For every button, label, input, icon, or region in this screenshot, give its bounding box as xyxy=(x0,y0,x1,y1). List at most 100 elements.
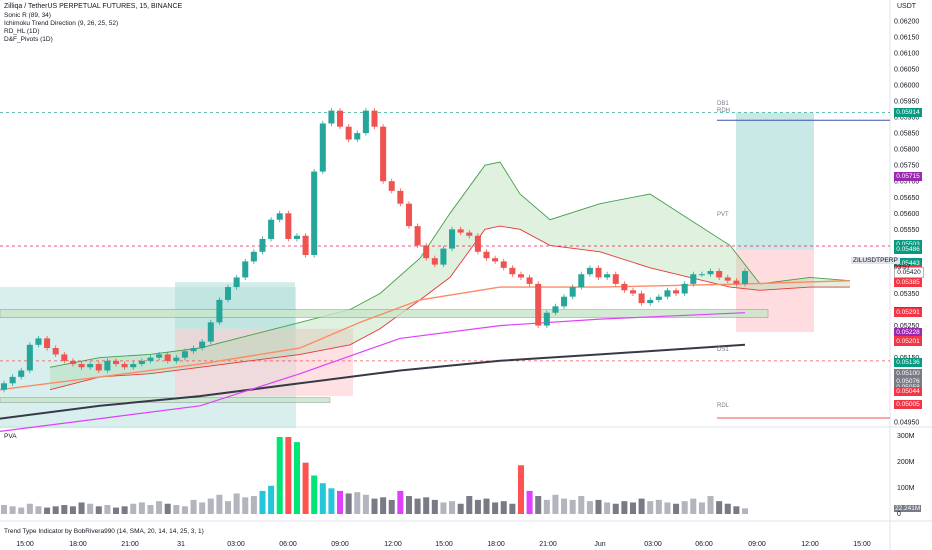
y-tick-label: 0.05250 xyxy=(894,323,919,330)
candle-body xyxy=(733,280,740,284)
volume-bar xyxy=(474,499,481,514)
level-pvt: PVT xyxy=(717,212,729,218)
price-badge: 0.05044 xyxy=(894,387,922,397)
moving-average-line xyxy=(0,280,851,391)
volume-panel-title[interactable]: PVA xyxy=(4,433,17,440)
volume-bar xyxy=(733,506,740,514)
volume-bar xyxy=(457,503,464,514)
y-tick-label: 0.06050 xyxy=(894,66,919,73)
indicator-ichimoku[interactable]: Ichimoku Trend Direction (9, 26, 25, 52) xyxy=(4,20,119,27)
volume-bar xyxy=(164,503,171,514)
candle-body xyxy=(233,277,240,288)
indicator-rd-hl[interactable]: RD_HL (1D) xyxy=(4,28,40,35)
volume-bar xyxy=(414,498,421,514)
candle-body xyxy=(95,364,102,371)
volume-bar xyxy=(569,499,576,514)
x-tick-label: 09:00 xyxy=(331,541,349,548)
candle-body xyxy=(724,277,731,281)
y-tick-label: 0.05350 xyxy=(894,291,919,298)
y-tick-label: 0.06200 xyxy=(894,18,919,25)
volume-bar xyxy=(561,498,568,514)
volume-bar xyxy=(681,501,688,514)
ichimoku-cloud xyxy=(50,162,850,390)
x-tick-label: 12:00 xyxy=(801,541,819,548)
volume-bar xyxy=(112,507,120,514)
volume-bar xyxy=(578,496,585,514)
volume-bar xyxy=(509,503,516,514)
volume-bar xyxy=(638,498,645,514)
volume-bar xyxy=(362,494,369,514)
moving-average-line xyxy=(0,312,746,432)
candle-body xyxy=(483,251,490,259)
volume-bar xyxy=(147,505,154,514)
candle-body xyxy=(543,312,550,326)
candle-body xyxy=(388,181,395,191)
x-tick-label: Jun xyxy=(594,541,605,548)
level-ds1: DS1 xyxy=(717,347,729,353)
trend-type-indicator[interactable]: Trend Type Indicator by BobRivera990 (14… xyxy=(4,528,204,535)
volume-bar xyxy=(156,501,163,514)
volume-bar xyxy=(466,496,473,514)
volume-bar xyxy=(517,465,524,514)
volume-bar xyxy=(380,497,387,514)
volume-bar xyxy=(716,501,723,514)
price-badge: 0.05100 xyxy=(894,369,922,379)
candle-body xyxy=(673,290,680,294)
volume-bar xyxy=(199,502,206,514)
volume-bar xyxy=(181,506,188,514)
volume-bar xyxy=(225,501,232,514)
indicator-df-pivots[interactable]: D&F_Pivots (1D) xyxy=(4,36,53,43)
volume-bar xyxy=(337,490,344,514)
price-badge: 0.05201 xyxy=(894,336,922,346)
volume-bar xyxy=(328,488,335,514)
candle-body xyxy=(655,296,662,300)
candle-body xyxy=(138,360,145,365)
volume-bar xyxy=(293,442,300,514)
volume-bar xyxy=(621,501,628,514)
volume-bar xyxy=(535,496,542,514)
candle-body xyxy=(164,354,171,361)
x-tick-label: 21:00 xyxy=(121,541,139,548)
x-tick-label: 12:00 xyxy=(384,541,402,548)
candle-body xyxy=(354,133,361,140)
candle-body xyxy=(337,110,344,127)
volume-bar xyxy=(595,499,602,514)
candle-body xyxy=(78,364,85,368)
candle-body xyxy=(293,235,300,239)
volume-bar xyxy=(655,499,662,514)
candle-body xyxy=(156,354,163,358)
candle-body xyxy=(276,213,283,220)
candle-body xyxy=(216,299,223,323)
volume-bar xyxy=(371,498,378,514)
candle-body xyxy=(250,251,257,262)
x-tick-label: 03:00 xyxy=(644,541,662,548)
volume-tick-300m: 300M xyxy=(897,433,915,440)
candle-body xyxy=(474,235,481,252)
candle-body xyxy=(431,258,438,265)
volume-tick-200m: 200M xyxy=(897,459,915,466)
volume-bar xyxy=(741,508,749,514)
candle-body xyxy=(225,287,232,300)
candle-body xyxy=(552,306,559,313)
candle-body xyxy=(26,344,33,371)
volume-bar xyxy=(345,493,352,514)
volume-bar xyxy=(87,503,94,514)
level-rdh: RDH xyxy=(717,108,730,114)
x-tick-label: 15:00 xyxy=(853,541,871,548)
level-rdl: RDL xyxy=(717,403,730,409)
y-tick-label: 0.05700 xyxy=(894,179,919,186)
candle-body xyxy=(345,126,352,140)
volume-bar xyxy=(586,501,593,514)
candle-body xyxy=(414,226,421,246)
volume-bar xyxy=(405,496,412,514)
volume-bar xyxy=(397,490,404,514)
candle-body xyxy=(500,261,507,268)
candle-body xyxy=(698,274,705,276)
candle-body xyxy=(397,190,404,204)
candle-body xyxy=(285,213,292,239)
indicator-sonic-r[interactable]: Sonic R (89, 34) xyxy=(4,12,51,19)
y-tick-label: 0.06150 xyxy=(894,34,919,41)
candle-body xyxy=(561,296,568,307)
candle-body xyxy=(319,123,326,172)
